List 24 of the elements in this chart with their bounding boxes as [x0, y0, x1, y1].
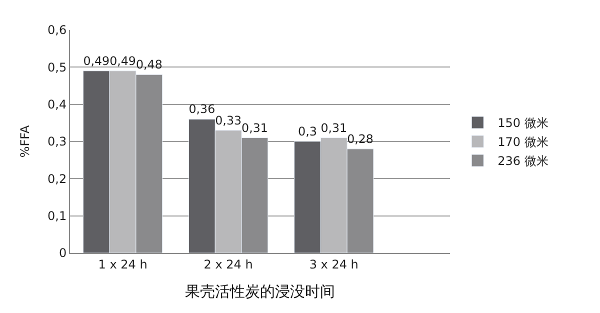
- y-tick-label: 0,6: [48, 23, 67, 38]
- x-tick-label: 3 x 24 h: [309, 257, 358, 272]
- x-tick-label: 2 x 24 h: [204, 257, 253, 272]
- data-label: 0,31: [242, 120, 268, 135]
- y-tick-label: 0: [58, 246, 67, 260]
- y-tick-label: 0,5: [48, 60, 67, 74]
- y-tick-label: 0,1: [48, 209, 67, 224]
- legend-label: 236 微米: [498, 154, 548, 168]
- data-label: 0,48: [136, 58, 162, 72]
- legend-label: 170 微米: [498, 135, 548, 150]
- data-label: 0,33: [215, 113, 242, 128]
- x-tick-label: 1 x 24 h: [98, 257, 148, 272]
- data-label: 0,28: [347, 132, 374, 146]
- legend-label: 150 微米: [498, 116, 548, 130]
- y-tick-label: 0,3: [48, 134, 67, 149]
- data-label: 0,31: [320, 120, 348, 135]
- data-label: 0,36: [188, 102, 216, 116]
- y-tick-label: 0,4: [48, 98, 67, 112]
- data-label: 0,49: [83, 54, 110, 68]
- y-tick-label: 0,2: [48, 172, 67, 186]
- x-axis-title: 果壳活性炭的浸没时间: [185, 282, 335, 300]
- data-label: 0,49: [110, 54, 136, 68]
- data-label: 0,3: [298, 124, 318, 138]
- y-axis-title: %FFA: [18, 124, 32, 158]
